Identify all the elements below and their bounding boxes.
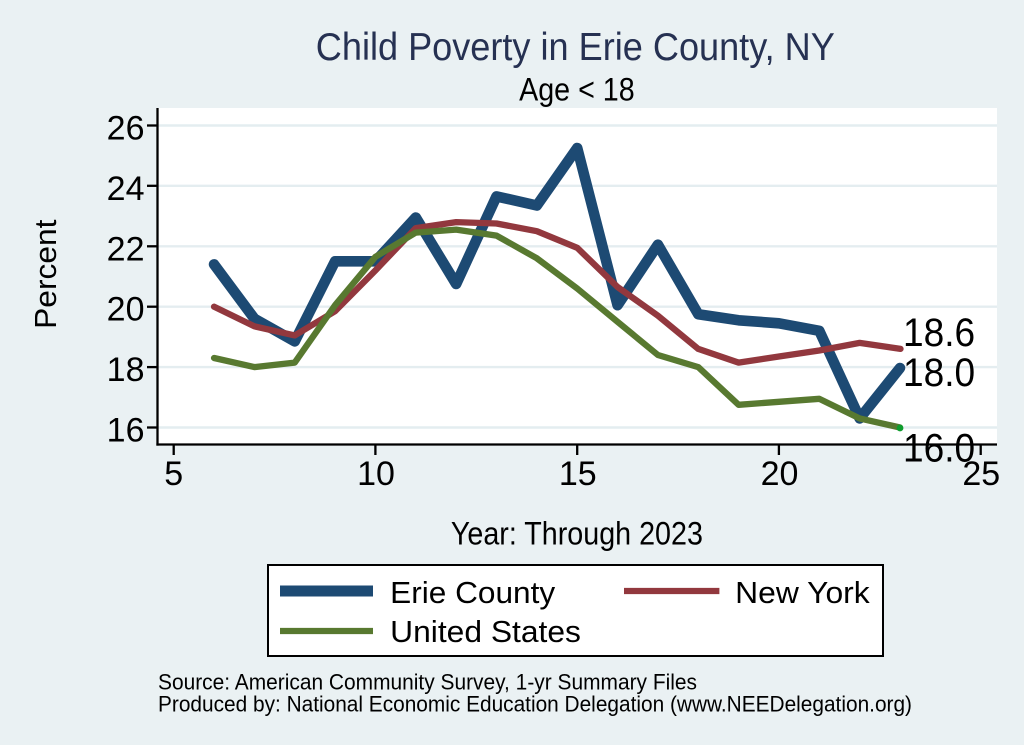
svg-text:10: 10	[357, 455, 395, 493]
svg-text:16.0: 16.0	[903, 427, 975, 471]
svg-text:Age < 18: Age < 18	[519, 71, 635, 107]
svg-text:18.6: 18.6	[903, 311, 975, 355]
svg-text:18: 18	[107, 351, 145, 389]
svg-text:Source: American Community Sur: Source: American Community Survey, 1-yr …	[158, 670, 697, 695]
svg-text:22: 22	[107, 230, 145, 268]
svg-text:United States: United States	[390, 614, 581, 649]
svg-text:20: 20	[761, 455, 799, 493]
svg-text:New York: New York	[735, 575, 870, 610]
svg-text:Percent: Percent	[28, 219, 63, 329]
svg-text:18.0: 18.0	[903, 351, 975, 395]
svg-text:25: 25	[962, 455, 1000, 493]
svg-text:Produced by: National Economic: Produced by: National Economic Education…	[158, 692, 912, 717]
svg-text:15: 15	[559, 455, 597, 493]
svg-text:Child Poverty in Erie County,: Child Poverty in Erie County, NY	[316, 26, 835, 69]
svg-text:5: 5	[164, 455, 183, 493]
svg-text:16: 16	[107, 412, 145, 450]
svg-text:Year: Through 2023: Year: Through 2023	[451, 515, 703, 551]
svg-text:20: 20	[107, 291, 145, 329]
svg-text:24: 24	[107, 170, 145, 208]
svg-text:Erie County: Erie County	[390, 575, 556, 610]
svg-text:26: 26	[107, 110, 145, 148]
